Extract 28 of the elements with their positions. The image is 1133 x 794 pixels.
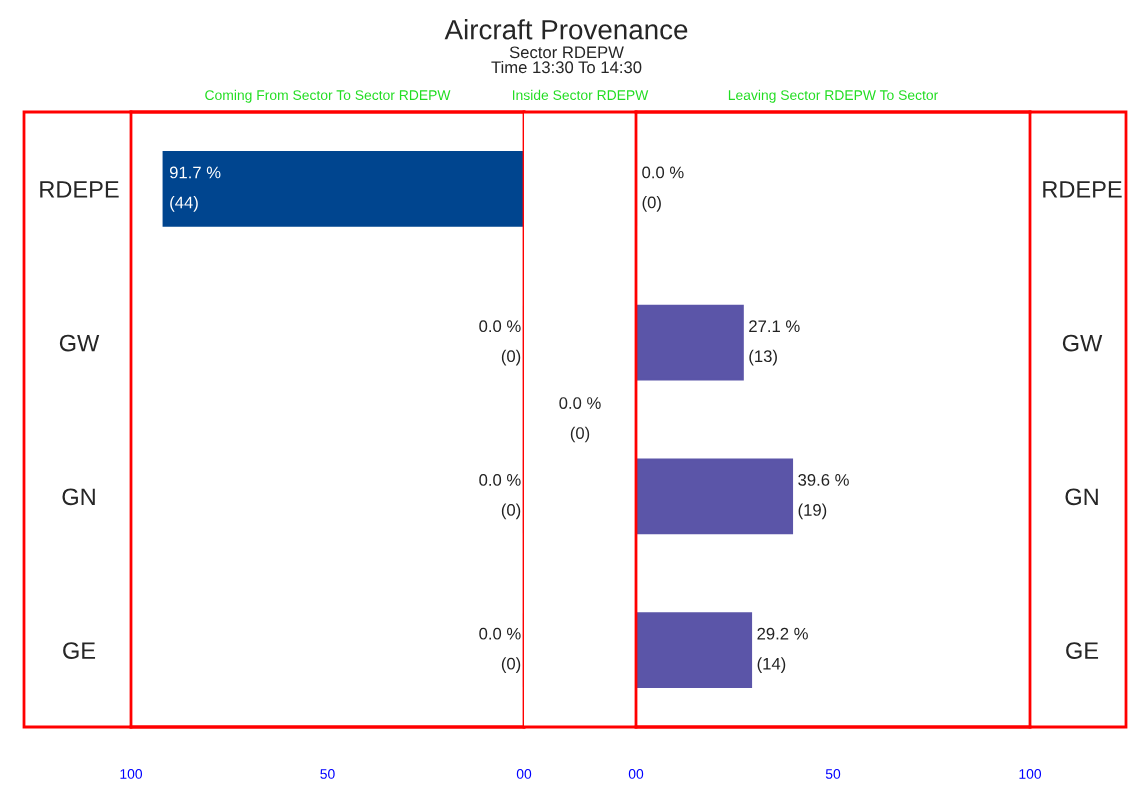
- x-tick-label: 100: [120, 769, 143, 779]
- y-tick-label: GE: [1066, 642, 1099, 659]
- data-label: 0.0 % (0): [642, 166, 684, 212]
- y-tick-label: RDEPE: [1043, 181, 1122, 198]
- x-tick-label: 50: [320, 769, 335, 779]
- x-tick-label: 50: [825, 769, 841, 779]
- text: 0.0 % (0): [559, 397, 601, 443]
- y-tick-label: GN: [62, 488, 95, 506]
- x-tick-label: 00: [516, 769, 532, 779]
- data-label: 91.7 % (44): [169, 166, 221, 212]
- y-tick-label: RDEPE: [40, 181, 119, 198]
- x-tick-label: 100: [1019, 769, 1042, 779]
- data-label: 27.1 % (13): [749, 320, 800, 366]
- y-tick-label: GN: [1065, 488, 1098, 506]
- data-label: 29.2 % (14): [757, 627, 808, 673]
- chart-title: Leaving Sector RDEPW To Sector: [728, 89, 939, 103]
- data-label: 39.6 % (19): [798, 474, 849, 520]
- data-label: 0.0 % (0): [479, 474, 521, 520]
- x-tick-label: 00: [628, 769, 644, 779]
- text: Aircraft Provenance: [444, 19, 688, 40]
- data-label: 0.0 % (0): [479, 320, 521, 366]
- y-tick-label: GE: [63, 642, 96, 659]
- text: Inside Sector RDEPW: [512, 89, 649, 101]
- data-label: 0.0 % (0): [479, 627, 521, 673]
- y-tick-label: GW: [1062, 334, 1103, 352]
- text: Sector RDEPW Time 13:30 To 14:30: [491, 46, 642, 74]
- chart-title: Coming From Sector To Sector RDEPW: [205, 89, 451, 103]
- y-tick-label: GW: [59, 334, 100, 352]
